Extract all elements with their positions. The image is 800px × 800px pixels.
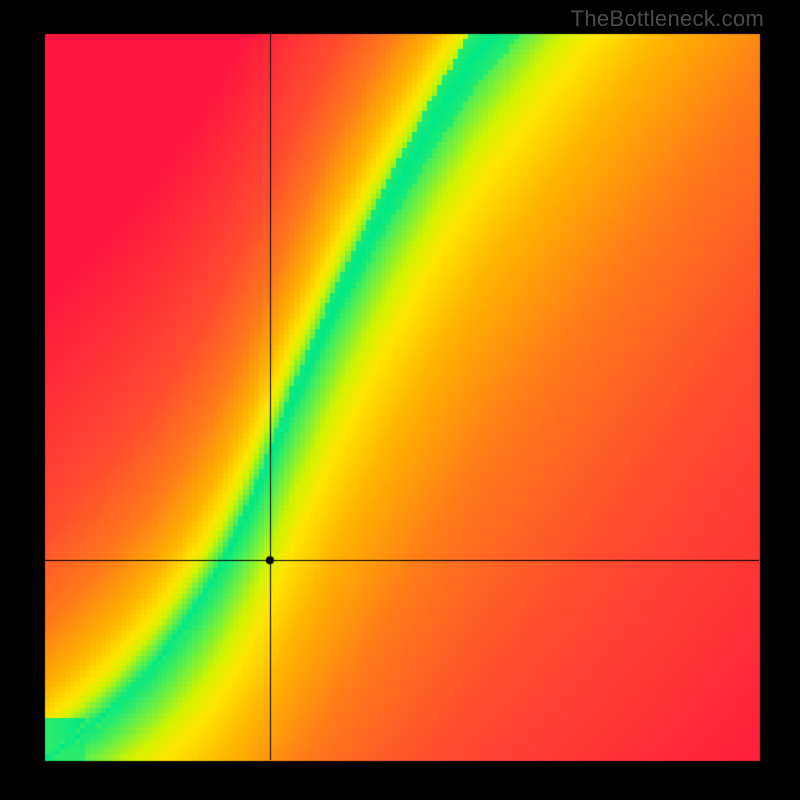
watermark-text: TheBottleneck.com <box>571 6 764 32</box>
bottleneck-heatmap <box>0 0 800 800</box>
chart-container: TheBottleneck.com <box>0 0 800 800</box>
